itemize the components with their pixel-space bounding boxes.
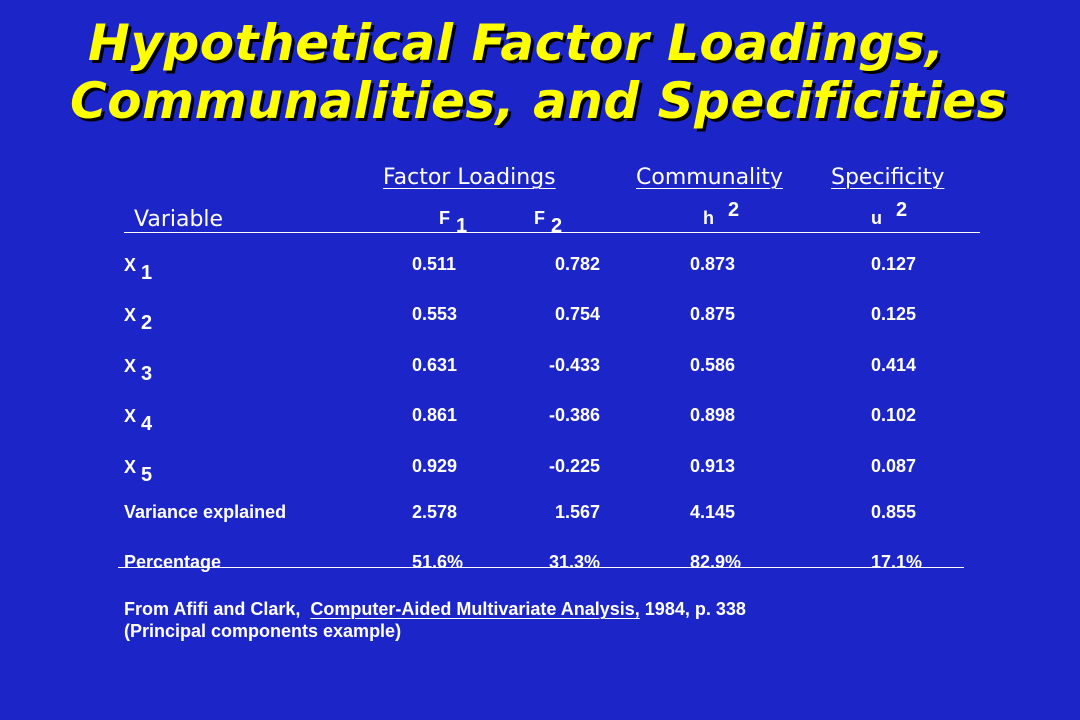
row-label-text: X [124, 356, 137, 376]
cell-f2: -0.433 [548, 355, 600, 375]
cell-f2: 0.782 [554, 254, 600, 274]
cell-specificity: 17.1% [871, 552, 923, 572]
row-label-text: X [124, 406, 137, 426]
cell-f1: 0.631 [412, 355, 458, 375]
header-f1-symbol: F [439, 208, 450, 228]
cell-communality: 0.875 [690, 304, 736, 324]
table-row: X 4 0.861 -0.386 0.898 0.102 [0, 405, 1080, 435]
cell-f1: 0.861 [412, 405, 458, 425]
row-label-text: Variance explained [124, 502, 287, 522]
cell-f2: -0.386 [548, 405, 600, 425]
row-label-text: Percentage [124, 552, 222, 572]
citation-line-1: From Afifi and Clark, Computer-Aided Mul… [124, 598, 746, 620]
cell-f2: -0.225 [548, 456, 600, 476]
row-label-subscript: 5 [141, 464, 153, 486]
cell-f2: 0.754 [554, 304, 600, 324]
header-u-symbol: u [871, 208, 882, 228]
citation-prefix: From Afifi and Clark, [124, 599, 301, 619]
header-h-symbol: h [703, 208, 714, 228]
cell-f1: 51.6% [412, 552, 464, 572]
row-label: Percentage [124, 552, 221, 573]
cell-communality: 0.873 [690, 254, 736, 274]
header-f2-subscript: 2 [551, 215, 563, 237]
row-label-subscript: 1 [141, 262, 153, 284]
cell-specificity: 0.102 [871, 405, 917, 425]
header-rule [124, 232, 980, 233]
cell-f1: 0.553 [412, 304, 458, 324]
cell-specificity: 0.855 [871, 502, 917, 522]
citation-line-2: (Principal components example) [124, 621, 402, 641]
header-communality: Communality [636, 165, 783, 190]
table-row: X 3 0.631 -0.433 0.586 0.414 [0, 355, 1080, 385]
bottom-rule [118, 567, 964, 568]
header-specificity: Specificity [831, 165, 945, 190]
header-f1-subscript: 1 [456, 215, 468, 237]
header-factor-loadings: Factor Loadings [383, 165, 556, 190]
cell-communality: 0.898 [690, 405, 736, 425]
row-label-text: X [124, 457, 137, 477]
cell-communality: 0.586 [690, 355, 736, 375]
cell-communality: 0.913 [690, 456, 736, 476]
cell-f2: 31.3% [548, 552, 600, 572]
header-f2-symbol: F [534, 208, 545, 228]
cell-communality: 4.145 [690, 502, 736, 522]
cell-specificity: 0.087 [871, 456, 917, 476]
title-line-2: Communalities, and Specificities [70, 72, 1007, 130]
citation-suffix: 1984, p. 338 [644, 599, 746, 619]
table-row: X 1 0.511 0.782 0.873 0.127 [0, 254, 1080, 284]
cell-f1: 0.511 [412, 254, 457, 274]
row-label-subscript: 2 [141, 312, 153, 334]
cell-f2: 1.567 [554, 502, 600, 522]
cell-f1: 2.578 [412, 502, 458, 522]
title-line-1: Hypothetical Factor Loadings, [88, 14, 945, 72]
row-label-subscript: 4 [141, 413, 153, 435]
row-label-subscript: 3 [141, 363, 153, 385]
cell-f1: 0.929 [412, 456, 458, 476]
header-variable: Variable [134, 207, 224, 232]
table-row: X 5 0.929 -0.225 0.913 0.087 [0, 456, 1080, 486]
table-row: Variance explained 2.578 1.567 4.145 0.855 [0, 502, 1080, 532]
row-label: Variance explained [124, 502, 286, 523]
source-citation: From Afifi and Clark, Computer-Aided Mul… [124, 598, 746, 642]
row-label-text: X [124, 305, 137, 325]
table-row: X 2 0.553 0.754 0.875 0.125 [0, 304, 1080, 334]
slide-title: Hypothetical Factor Loadings, Communalit… [0, 0, 1080, 150]
header-h-superscript: 2 [728, 199, 740, 221]
citation-book-title: Computer-Aided Multivariate Analysis, [310, 599, 640, 619]
cell-communality: 82.9% [690, 552, 742, 572]
cell-specificity: 0.127 [871, 254, 917, 274]
cell-specificity: 0.414 [871, 355, 917, 375]
header-u-superscript: 2 [896, 199, 908, 221]
row-label-text: X [124, 255, 137, 275]
cell-specificity: 0.125 [871, 304, 917, 324]
